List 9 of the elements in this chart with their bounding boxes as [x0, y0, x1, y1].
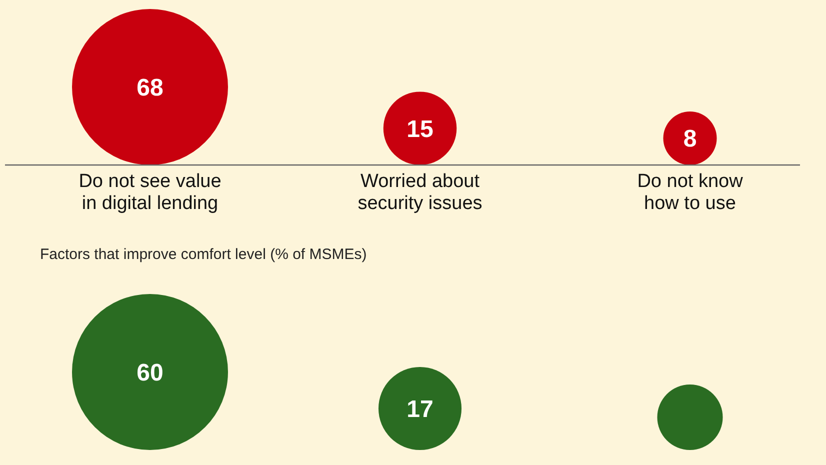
data-label: 8 — [683, 126, 697, 153]
category-label: Do not see value in digital lending — [78, 171, 222, 214]
data-label: 15 — [406, 116, 434, 143]
data-label: 68 — [136, 74, 164, 102]
category-label: Do not know how to use — [637, 171, 744, 214]
category-label: Worried about security issues — [358, 171, 482, 214]
data-label: 17 — [406, 396, 434, 423]
data-label: 60 — [136, 359, 164, 386]
text: Factors that improve comfort level (% of MSMEs) — [40, 246, 367, 263]
